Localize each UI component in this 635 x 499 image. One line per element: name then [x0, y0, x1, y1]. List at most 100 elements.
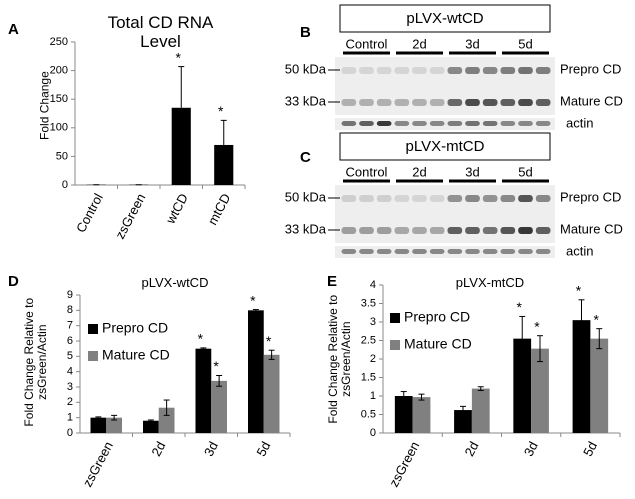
y-tick-label: 0.5 [361, 408, 376, 420]
blot-band [359, 227, 374, 234]
panel-letter: D [8, 273, 19, 290]
blot-band [412, 99, 427, 106]
legend-label: Prepro CD [404, 309, 470, 325]
size-marker: 33 kDa [285, 93, 327, 108]
legend-swatch [88, 351, 98, 361]
lane-group-label: 3d [465, 36, 479, 51]
blot-band [394, 67, 410, 74]
band-label: actin [566, 243, 593, 258]
blot-band [465, 227, 480, 234]
blot-band [341, 67, 357, 74]
x-tick-label: zsGreen [112, 191, 148, 241]
blot-band [518, 121, 533, 126]
blot-band [535, 121, 551, 126]
bar [263, 354, 280, 433]
panel-letter: E [327, 273, 337, 290]
legend-label: Mature CD [404, 336, 472, 352]
bar [106, 417, 122, 433]
bar [195, 348, 212, 433]
blot-band [535, 195, 551, 202]
bar [90, 417, 107, 433]
y-tick-label: 2 [370, 353, 376, 365]
blot-band [376, 121, 392, 126]
error-bar [477, 386, 484, 391]
significance-marker: * [213, 358, 219, 374]
legend-swatch [390, 340, 400, 350]
blot-band [465, 195, 480, 202]
y-tick-label: 0 [370, 427, 376, 439]
error-bar [200, 347, 207, 350]
blot-band [447, 67, 463, 74]
y-tick-label: 3.5 [361, 297, 376, 309]
blot-band [447, 249, 463, 254]
blot-band [535, 227, 551, 234]
x-tick-label: 5d [253, 439, 273, 459]
significance-marker: * [250, 292, 256, 308]
blot-band [359, 121, 374, 126]
legend-swatch [390, 313, 400, 323]
blot-band [429, 67, 445, 74]
significance-marker: * [576, 283, 582, 299]
blot-header-box [339, 132, 551, 161]
blot-band [341, 249, 357, 254]
blot-band [500, 121, 516, 126]
error-bar [178, 66, 185, 108]
blot-band [412, 121, 427, 126]
y-tick-label: 250 [50, 36, 68, 48]
blot-band [394, 99, 410, 106]
blot-band [500, 195, 516, 202]
error-bar [252, 309, 259, 312]
blot-membrane [335, 57, 555, 115]
blot-band [447, 227, 463, 234]
blot-band [482, 67, 498, 74]
blot-band [429, 227, 445, 234]
error-bar [537, 335, 544, 363]
error-bar [596, 328, 603, 350]
bar [531, 348, 549, 433]
significance-marker: * [517, 299, 523, 315]
blot-band [412, 67, 427, 74]
significance-marker: * [266, 333, 272, 349]
blot-band [500, 99, 516, 106]
blot-membrane-actin [335, 246, 555, 258]
blot-band [518, 249, 533, 254]
y-tick-label: 9 [67, 289, 73, 301]
blot-band [412, 249, 427, 254]
chart-title: pLVX-wtCD [141, 275, 209, 290]
blot-band [341, 195, 357, 202]
blot-band [394, 249, 410, 254]
error-bar [578, 299, 585, 341]
blot-band [376, 195, 392, 202]
blot-band [376, 99, 392, 106]
blot-band [341, 227, 357, 234]
blot-band [518, 99, 533, 106]
blot-band [429, 195, 445, 202]
bar [572, 320, 591, 433]
error-bar [216, 375, 223, 387]
y-tick-label: 1 [370, 390, 376, 402]
y-tick-label: 0 [67, 427, 73, 439]
blot-band [535, 67, 551, 74]
blot-band [394, 121, 410, 126]
panel-letter: A [8, 21, 19, 38]
bar [471, 388, 490, 433]
blot-band [465, 249, 480, 254]
y-tick-label: 150 [50, 93, 68, 105]
blot-band [500, 249, 516, 254]
bar [214, 144, 234, 185]
y-tick-label: 200 [50, 65, 68, 77]
error-bar [519, 315, 526, 362]
error-bar [459, 405, 466, 415]
blot-band [359, 195, 374, 202]
blot-membrane-actin [335, 118, 555, 130]
blot-header: pLVX-wtCD [406, 10, 483, 27]
bar [171, 107, 191, 185]
y-axis-label: Fold Change Relative to zsGreen/Actin [325, 294, 353, 424]
lane-group-label: 3d [465, 164, 479, 179]
y-tick-label: 8 [67, 304, 73, 316]
y-tick-label: 2.5 [361, 334, 376, 346]
blot-band [447, 99, 463, 106]
blot-band [482, 227, 498, 234]
band-label: Prepro CD [560, 189, 621, 204]
